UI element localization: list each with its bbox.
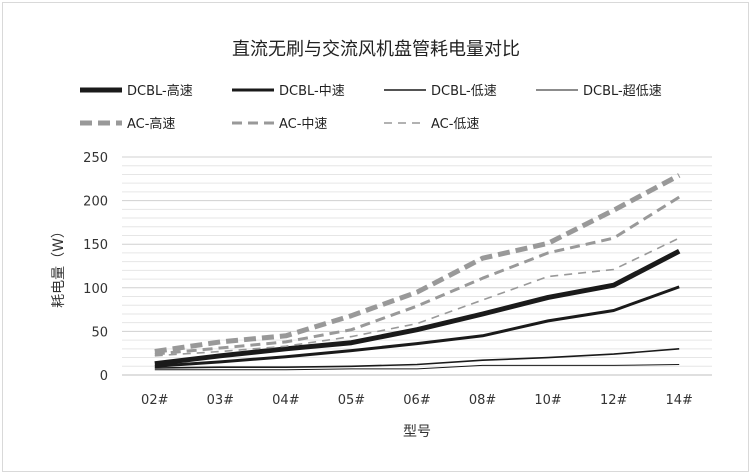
chart-frame xyxy=(2,2,749,472)
y-tick-label: 250 xyxy=(83,151,108,166)
x-tick-label: 06# xyxy=(403,393,430,408)
x-tick-label: 08# xyxy=(469,393,496,408)
chart-title: 直流无刷与交流风机盘管耗电量对比 xyxy=(232,39,520,60)
legend-label: AC-中速 xyxy=(279,117,327,132)
x-tick-label: 02# xyxy=(141,393,168,408)
x-axis-ticks: 02# 03# 04# 05# 06# 08# 10# 12# 14# xyxy=(141,393,693,408)
x-tick-label: 04# xyxy=(272,393,299,408)
legend-label: AC-低速 xyxy=(431,117,479,132)
legend-item: AC-高速 xyxy=(80,116,175,132)
legend-item: DCBL-高速 xyxy=(80,83,193,99)
legend-item: AC-低速 xyxy=(384,117,479,132)
x-tick-label: 05# xyxy=(338,393,365,408)
series-line xyxy=(154,195,680,356)
series-line xyxy=(154,237,680,357)
x-tick-label: 14# xyxy=(666,393,693,408)
gridlines xyxy=(122,156,712,367)
series-line xyxy=(154,285,680,368)
legend-item: AC-中速 xyxy=(232,117,327,132)
legend-item: DCBL-中速 xyxy=(232,84,345,99)
legend-label: DCBL-超低速 xyxy=(583,84,662,99)
legend-label: DCBL-低速 xyxy=(431,84,497,99)
legend-label: DCBL-高速 xyxy=(127,83,193,99)
legend: DCBL-高速 DCBL-中速 DCBL-低速 DCBL-超低速 AC-高速 AC-中速 A… xyxy=(80,83,662,132)
x-tick-label: 10# xyxy=(534,393,561,408)
legend-label: AC-高速 xyxy=(127,116,175,132)
x-tick-label: 03# xyxy=(207,393,234,408)
series-line xyxy=(154,348,680,369)
legend-label: DCBL-中速 xyxy=(279,84,345,99)
x-axis-label: 型号 xyxy=(403,424,431,440)
y-tick-label: 100 xyxy=(83,282,108,297)
series-line xyxy=(154,248,681,367)
x-tick-label: 12# xyxy=(600,393,627,408)
series-line xyxy=(154,173,681,354)
legend-item: DCBL-超低速 xyxy=(536,84,662,99)
y-tick-label: 150 xyxy=(83,238,108,253)
y-axis-ticks: 0 50 100 150 200 250 xyxy=(83,151,108,384)
series-line xyxy=(154,364,680,371)
y-tick-label: 200 xyxy=(83,195,108,210)
series-lines xyxy=(154,173,681,371)
legend-item: DCBL-低速 xyxy=(384,84,497,99)
y-tick-label: 50 xyxy=(91,325,108,340)
y-axis-label: 耗电量（W） xyxy=(51,224,67,308)
y-tick-label: 0 xyxy=(100,369,108,384)
